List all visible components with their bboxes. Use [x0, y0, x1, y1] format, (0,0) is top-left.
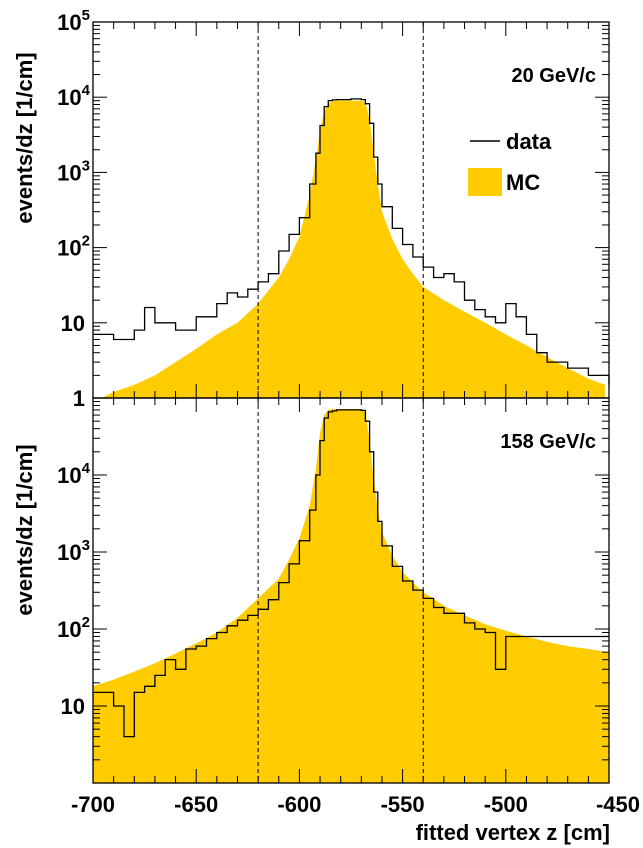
y-tick-label: 103 — [57, 157, 90, 185]
x-axis-label: fitted vertex z [cm] — [416, 820, 610, 845]
mc-histogram — [93, 409, 609, 783]
plot-frame — [92, 397, 610, 784]
panel-title: 158 GeV/c — [500, 431, 596, 453]
plot-area — [92, 397, 610, 784]
y-tick-label: 103 — [57, 537, 90, 565]
legend: data MC — [468, 129, 552, 196]
legend-data-label: data — [506, 129, 552, 154]
y-tick-label: 10 — [61, 694, 85, 719]
y-axis-label: events/dz [1/cm] — [12, 52, 37, 223]
y-tick-label: 104 — [57, 460, 90, 488]
x-tick-label: -450 — [596, 792, 640, 817]
data-histogram — [93, 409, 609, 738]
data-histogram — [93, 98, 610, 385]
y-tick-label: 1 — [73, 386, 85, 411]
x-tick-label: -500 — [484, 792, 528, 817]
mc-histogram — [101, 100, 605, 398]
plot-area — [92, 21, 610, 399]
legend-mc-label: MC — [506, 170, 540, 195]
x-tick-label: -600 — [277, 792, 321, 817]
legend-mc-swatch — [468, 168, 502, 196]
y-tick-label: 102 — [57, 233, 90, 261]
x-tick-label: -700 — [71, 792, 115, 817]
y-tick-label: 102 — [57, 614, 90, 642]
x-tick-label: -650 — [174, 792, 218, 817]
panel-20gev: 20 GeV/c events/dz [1/cm] 1 10 102 103 104 10… — [12, 7, 610, 411]
x-tick-label: -550 — [381, 792, 425, 817]
panel-title: 20 GeV/c — [511, 65, 596, 87]
y-tick-label: 104 — [57, 82, 90, 110]
y-axis-label: events/dz [1/cm] — [12, 444, 37, 615]
panel-158gev: 158 GeV/c events/dz [1/cm] 10 102 103 104 — [12, 397, 610, 784]
y-tick-label: 10 — [61, 311, 85, 336]
y-tick-label: 105 — [57, 7, 90, 35]
x-axis: fitted vertex z [cm] -700 -650 -600 -550 -50… — [71, 792, 640, 845]
